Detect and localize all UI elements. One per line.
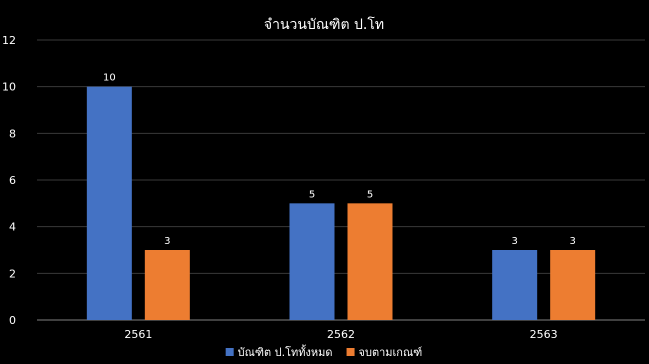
legend-swatch xyxy=(225,348,234,356)
y-tick-label: 6 xyxy=(9,174,16,187)
legend-label: บัณฑิต ป.โททั้งหมด xyxy=(238,344,333,359)
bars xyxy=(86,86,596,321)
bar-total-2562 xyxy=(289,203,335,320)
bar-on-time-2562 xyxy=(347,203,393,320)
tick-labels: 0 2 4 6 8 10 12 2561 2562 2563 xyxy=(2,34,558,341)
y-tick-label: 8 xyxy=(9,127,16,140)
bar-on-time-2561 xyxy=(144,250,190,320)
y-tick-label: 12 xyxy=(2,34,16,47)
legend: บัณฑิต ป.โททั้งหมด จบตามเกณฑ์ xyxy=(225,344,423,359)
bar-total-2563 xyxy=(492,250,538,320)
y-tick-label: 10 xyxy=(2,81,16,94)
gridlines xyxy=(37,39,645,274)
legend-item: จบตามเกณฑ์ xyxy=(346,346,423,359)
data-label: 3 xyxy=(569,236,575,247)
data-label: 10 xyxy=(103,73,116,84)
data-label: 3 xyxy=(164,236,170,247)
y-tick-label: 2 xyxy=(9,267,16,280)
data-label: 5 xyxy=(309,189,315,200)
data-label: 3 xyxy=(511,236,517,247)
chart-title: จำนวนบัณฑิต ป.โท xyxy=(264,16,384,33)
legend-swatch xyxy=(346,348,355,356)
legend-item: บัณฑิต ป.โททั้งหมด xyxy=(225,344,333,359)
x-tick-label: 2562 xyxy=(327,328,355,341)
data-label: 5 xyxy=(367,189,373,200)
legend-label: จบตามเกณฑ์ xyxy=(359,346,423,359)
y-tick-label: 4 xyxy=(9,221,16,234)
y-tick-label: 0 xyxy=(9,314,16,327)
x-tick-label: 2563 xyxy=(530,328,558,341)
bar-total-2561 xyxy=(86,86,132,321)
bar-on-time-2563 xyxy=(550,250,596,320)
data-labels: 10 3 5 5 3 3 xyxy=(103,73,576,247)
x-tick-label: 2561 xyxy=(124,328,152,341)
